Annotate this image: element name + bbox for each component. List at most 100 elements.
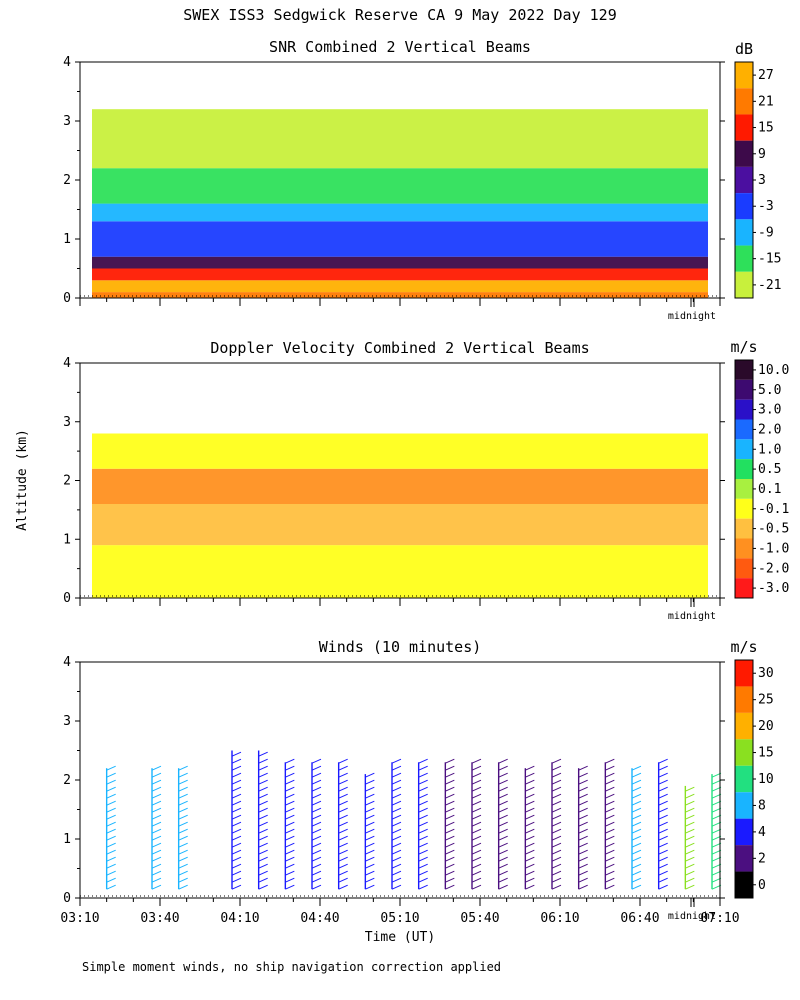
wind-barb — [685, 863, 695, 869]
colorbar-label: 0.5 — [758, 462, 781, 477]
wind-barb — [551, 828, 562, 834]
colorbar-unit: m/s — [730, 338, 757, 356]
wind-barb — [551, 884, 562, 890]
wind-barb — [258, 863, 268, 869]
wind-barb — [471, 765, 482, 771]
colorbar-swatch — [735, 439, 753, 460]
wind-barb — [151, 863, 162, 869]
wind-barb — [658, 849, 668, 855]
y-tick-label: 1 — [63, 832, 71, 847]
colorbar-label: -9 — [758, 225, 774, 240]
wind-barb — [178, 814, 188, 820]
wind-barb — [605, 758, 615, 764]
wind-barb — [285, 835, 295, 841]
colorbar-swatch — [735, 399, 753, 420]
wind-barb — [151, 772, 162, 778]
wind-barb — [231, 758, 242, 764]
wind-barb — [445, 821, 455, 827]
wind-barb — [391, 863, 402, 869]
wind-barb — [418, 793, 428, 799]
wind-barb — [605, 856, 615, 862]
wind-barb — [258, 758, 268, 764]
wind-barb — [106, 765, 116, 771]
wind-barb — [418, 835, 428, 841]
y-tick-label: 0 — [63, 291, 71, 306]
wind-barb — [578, 863, 588, 869]
wind-barb — [231, 821, 242, 827]
wind-barb — [631, 842, 642, 848]
wind-barb — [498, 849, 508, 855]
wind-barb — [498, 800, 508, 806]
colorbar-swatch — [735, 219, 753, 246]
wind-barb — [106, 779, 116, 785]
wind-barb — [365, 877, 375, 883]
wind-barb — [658, 765, 668, 771]
wind-barb — [658, 821, 668, 827]
wind-barb — [311, 856, 322, 862]
wind-barb — [578, 835, 588, 841]
colorbar-swatch — [735, 660, 753, 687]
wind-barb — [525, 765, 535, 771]
wind-barb — [445, 849, 455, 855]
wind-barb — [338, 821, 348, 827]
wind-barb — [631, 800, 642, 806]
y-tick-label: 3 — [63, 114, 71, 129]
wind-barb — [106, 814, 116, 820]
wind-barb — [685, 842, 695, 848]
colorbar-swatch — [735, 686, 753, 713]
wind-barb — [365, 772, 375, 778]
wind-barb — [498, 821, 508, 827]
wind-barb — [471, 821, 482, 827]
wind-barb — [578, 800, 588, 806]
wind-barb — [391, 807, 402, 813]
wind-barb — [525, 835, 535, 841]
wind-barb — [418, 807, 428, 813]
wind-barb — [445, 884, 455, 890]
wind-barb — [551, 800, 562, 806]
wind-barb — [445, 877, 455, 883]
wind-barb — [525, 821, 535, 827]
wind-barb — [418, 814, 428, 820]
wind-barb — [551, 821, 562, 827]
wind-barb — [418, 870, 428, 876]
data-layer — [92, 168, 708, 204]
wind-barb — [685, 814, 695, 820]
wind-barb — [258, 765, 268, 771]
wind-barb — [178, 863, 188, 869]
wind-barb — [311, 842, 322, 848]
colorbar-swatch — [735, 193, 753, 220]
wind-barb — [151, 814, 162, 820]
wind-barb — [391, 842, 402, 848]
wind-barb — [311, 849, 322, 855]
wind-barb — [631, 863, 642, 869]
wind-barb — [525, 849, 535, 855]
x-tick-label: 05:40 — [460, 911, 499, 926]
wind-barb — [685, 807, 695, 813]
wind-barb — [391, 779, 402, 785]
wind-barb — [525, 870, 535, 876]
wind-barb — [311, 814, 322, 820]
wind-barb — [151, 849, 162, 855]
wind-barb — [391, 765, 402, 771]
wind-barb — [471, 758, 482, 764]
wind-barb — [178, 807, 188, 813]
colorbar-label: 2 — [758, 851, 766, 866]
wind-barb — [106, 849, 116, 855]
wind-barb — [285, 863, 295, 869]
wind-barb — [231, 765, 242, 771]
colorbar-swatch — [735, 459, 753, 479]
colorbar-label: -3.0 — [758, 581, 789, 596]
wind-barb — [658, 856, 668, 862]
y-tick-label: 3 — [63, 714, 71, 729]
wind-barb — [658, 870, 668, 876]
wind-barb — [631, 856, 642, 862]
wind-barb — [106, 828, 116, 834]
x-axis-label: Time (UT) — [365, 930, 435, 945]
data-layer — [92, 433, 708, 469]
wind-barb — [605, 863, 615, 869]
wind-barb — [365, 814, 375, 820]
wind-barb — [631, 884, 642, 890]
colorbar-label: 25 — [758, 693, 774, 708]
wind-barb — [391, 870, 402, 876]
wind-barb — [551, 835, 562, 841]
